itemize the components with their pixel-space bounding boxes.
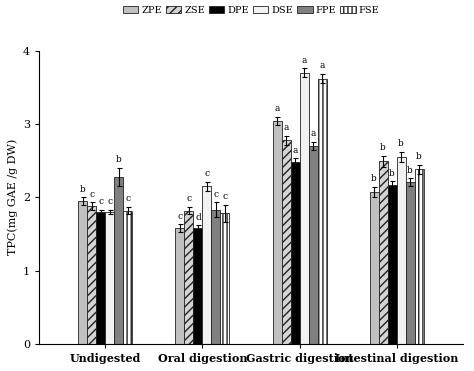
Text: a: a [301,56,307,65]
Bar [220,213,229,344]
Text: b: b [389,168,395,178]
Bar [114,177,123,344]
Text: a: a [283,123,289,132]
Bar [184,210,193,344]
Text: c: c [204,169,210,178]
Text: a: a [310,129,316,138]
Text: c: c [98,197,103,206]
Text: a: a [292,146,298,155]
Bar [211,210,220,344]
Text: c: c [89,190,94,199]
Bar [415,170,424,344]
Bar [300,73,309,344]
Y-axis label: TPC(mg GAE /g DW): TPC(mg GAE /g DW) [7,139,18,256]
Bar [273,121,282,344]
Bar [309,146,318,344]
Bar [175,228,184,344]
Legend: ZPE, ZSE, DPE, DSE, FPE, FSE: ZPE, ZSE, DPE, DSE, FPE, FSE [123,6,379,15]
Bar [291,162,300,344]
Text: a: a [274,104,280,113]
Bar [96,212,105,344]
Text: c: c [107,197,112,206]
Text: a: a [319,62,325,70]
Text: c: c [213,190,219,199]
Text: b: b [398,139,404,148]
Text: c: c [125,194,130,203]
Bar [87,206,96,344]
Text: b: b [116,155,122,164]
Bar [379,161,388,344]
Text: b: b [416,152,422,161]
Bar [370,192,379,344]
Text: c: c [186,194,191,203]
Bar [406,182,415,344]
Bar [193,228,202,344]
Bar [282,140,291,344]
Bar [202,186,211,344]
Bar [388,185,397,344]
Text: b: b [371,174,377,183]
Text: b: b [380,143,386,152]
Bar [397,157,406,344]
Text: d: d [195,213,201,221]
Text: c: c [177,212,182,221]
Text: c: c [222,192,228,201]
Bar [318,79,327,344]
Bar [123,210,132,344]
Bar [78,201,87,344]
Text: b: b [80,185,86,194]
Bar [105,212,114,344]
Text: b: b [407,165,413,175]
